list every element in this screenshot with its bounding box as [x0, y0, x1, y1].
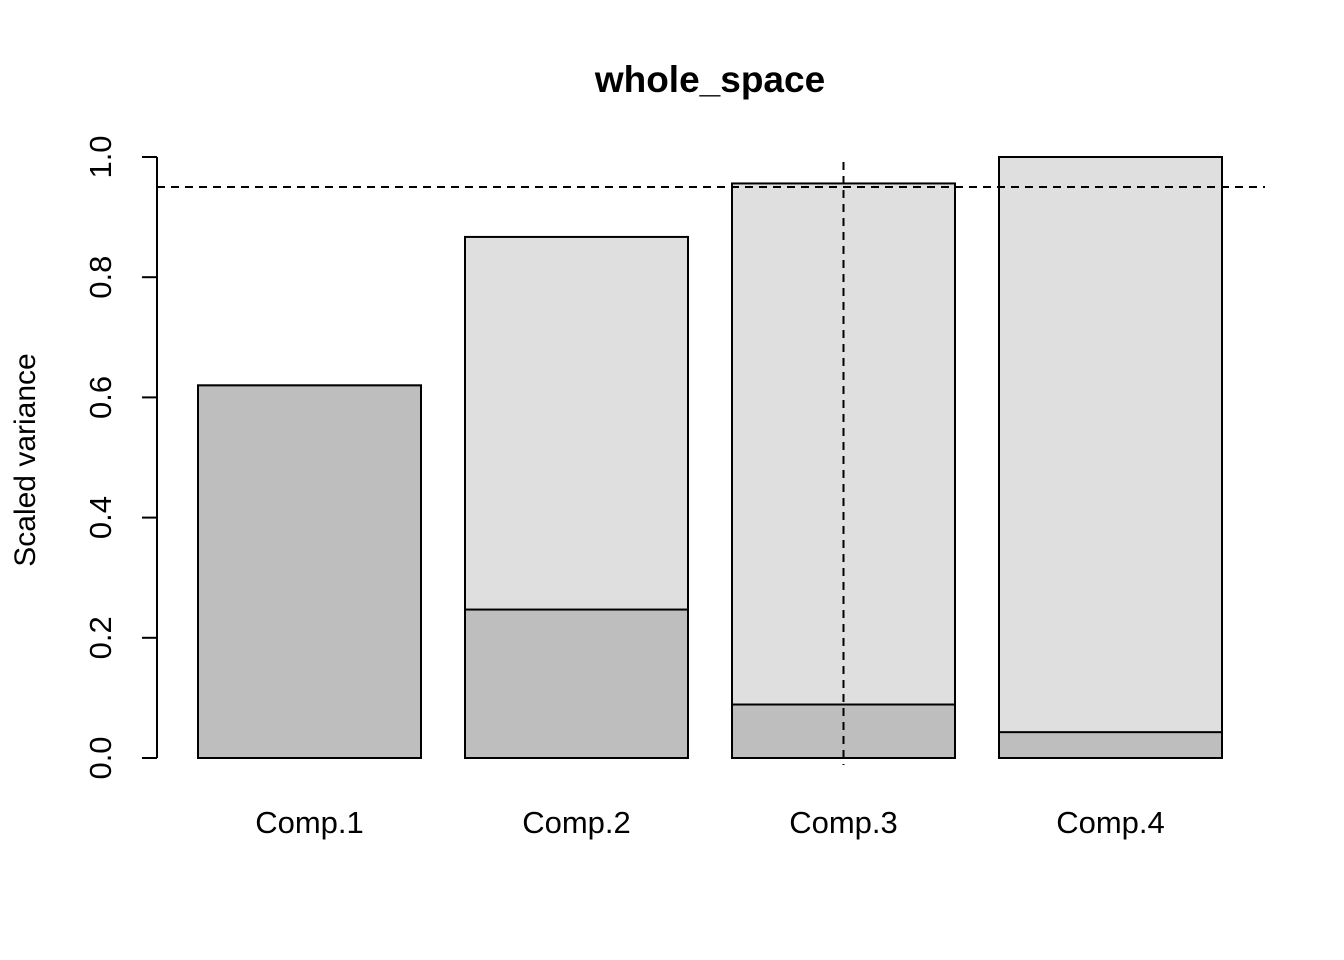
y-tick-label-1: 0.2 [83, 616, 118, 659]
individual-bars [197, 384, 1223, 759]
chart-title: whole_space [594, 59, 825, 100]
y-axis: 0.0 0.2 0.4 0.6 0.8 1.0 [83, 135, 158, 780]
x-axis-labels: Comp.1 Comp.2 Comp.3 Comp.4 [255, 805, 1165, 840]
x-tick-label-4: Comp.4 [1056, 805, 1165, 840]
individual-bar-4 [998, 731, 1223, 759]
x-tick-label-1: Comp.1 [255, 805, 364, 840]
y-tick-label-2: 0.4 [83, 496, 118, 539]
individual-bar-1 [197, 384, 422, 759]
y-tick-label-3: 0.6 [83, 376, 118, 419]
y-tick-label-4: 0.8 [83, 256, 118, 299]
y-tick-label-5: 1.0 [83, 135, 118, 178]
individual-bar-2 [464, 608, 689, 759]
y-axis-label: Scaled variance [9, 353, 42, 566]
reference-lines [157, 162, 1265, 765]
y-tick-label-0: 0.0 [83, 736, 118, 779]
x-tick-label-2: Comp.2 [522, 805, 631, 840]
cumulative-bar-4 [998, 156, 1223, 759]
x-tick-label-3: Comp.3 [789, 805, 898, 840]
